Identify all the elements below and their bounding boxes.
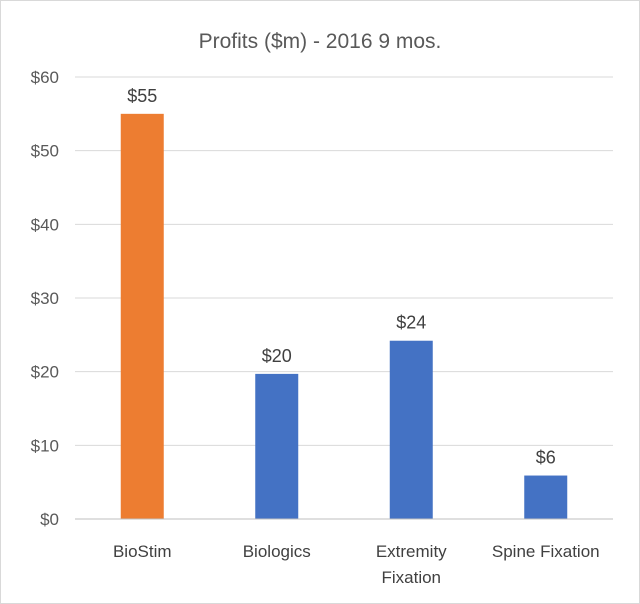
x-axis-categories: BioStim Biologics Extremity Fixation Spine F… — [113, 542, 600, 587]
gridlines — [75, 76, 613, 446]
bar-extremity-fixation — [389, 340, 433, 519]
y-tick-label: $0 — [40, 510, 59, 529]
bars — [120, 113, 568, 519]
bar-biologics — [255, 373, 299, 519]
category-label-line: Fixation — [381, 568, 441, 587]
category-label-line: BioStim — [113, 542, 172, 561]
category-label-line: Biologics — [243, 542, 311, 561]
data-label: $24 — [396, 313, 426, 333]
y-tick-label: $10 — [31, 436, 59, 455]
category-label: Spine Fixation — [492, 542, 600, 561]
y-axis-ticks: $0 $10 $20 $30 $40 $50 $60 — [31, 68, 59, 529]
category-label-line: Spine Fixation — [492, 542, 600, 561]
data-label: $55 — [127, 86, 157, 106]
chart-title: Profits ($m) - 2016 9 mos. — [199, 30, 442, 53]
bar-biostim — [120, 113, 164, 519]
y-tick-label: $50 — [31, 142, 59, 161]
category-label: Biologics — [243, 542, 311, 561]
category-label-line: Extremity — [376, 542, 447, 561]
y-tick-label: $40 — [31, 215, 59, 234]
category-label: BioStim — [113, 542, 172, 561]
bar-spine-fixation — [524, 475, 568, 519]
y-tick-label: $30 — [31, 289, 59, 308]
y-tick-label: $60 — [31, 68, 59, 87]
data-label: $6 — [536, 448, 556, 468]
y-tick-label: $20 — [31, 363, 59, 382]
category-label: Extremity Fixation — [376, 542, 447, 587]
data-labels: $55 $20 $24 $6 — [127, 86, 556, 468]
data-label: $20 — [262, 346, 292, 366]
